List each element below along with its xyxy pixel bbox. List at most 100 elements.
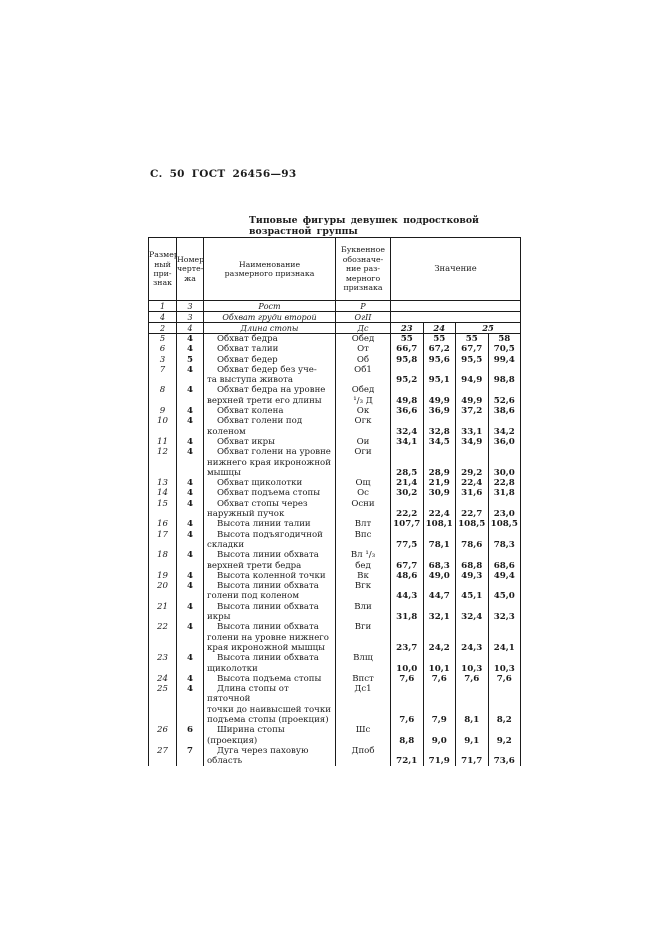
cell-size-23: 23	[390, 322, 424, 334]
table-row: 18 4 Высота линии обхвата верхней трети …	[148, 550, 522, 571]
table-row-chest: 4 3 Обхват груди второй ОгII	[148, 311, 522, 323]
cell-designation: ОгII	[335, 311, 391, 323]
cell-feature-number: 9	[148, 406, 177, 417]
cell-empty-values	[389, 300, 522, 312]
cell-feature-name: Высота подъягодичной складки	[203, 529, 336, 551]
cell-feature-name: Ширина стопы (проекция)	[203, 725, 336, 746]
cell-value-size-25b: 99,4	[487, 354, 522, 365]
cell-value-size-23: 107,7	[390, 519, 424, 530]
cell-value-size-24: 67,2	[422, 344, 456, 355]
cell-value-size-24: 10,1	[422, 653, 456, 674]
cell-designation: Вл ¹/₃ бед	[335, 550, 391, 571]
cell-designation: Шс	[335, 725, 391, 746]
cell-feature-name: Обхват щиколотки	[203, 478, 336, 489]
cell-value-size-25a: 78,6	[455, 529, 489, 551]
cell-feature-number: 7	[148, 364, 177, 386]
cell-feature-number: 21	[148, 601, 177, 623]
table-row: 14 4 Обхват подъема стопы Ос 30,2 30,9 3…	[148, 488, 522, 499]
cell-feature-number: 17	[148, 529, 177, 551]
cell-value-size-25a: 10,3	[455, 653, 489, 674]
table-row: 7 4 Обхват бедер без уче- та выступа жив…	[148, 364, 522, 386]
cell-designation: Обед	[335, 333, 391, 345]
cell-sheet-number: 4	[176, 436, 204, 448]
cell-feature-number: 4	[148, 311, 177, 323]
table-row: 6 4 Обхват талии От 66,7 67,2 67,7 70,5	[148, 344, 522, 355]
cell-feature-number: 13	[148, 478, 177, 489]
cell-sheet-number: 4	[176, 498, 204, 520]
cell-value-size-25b: 7,6	[487, 673, 522, 685]
header-feature-name: Наименование размерного признака	[203, 237, 336, 301]
cell-value-size-24: 55	[422, 333, 456, 345]
cell-value-size-23: 48,6	[390, 570, 424, 582]
cell-value-size-25a: 37,2	[455, 406, 489, 417]
cell-value-size-25a: 108,5	[455, 519, 489, 530]
cell-value-size-23: 36,6	[390, 406, 424, 417]
cell-feature-name: Обхват бедра на уровне верхней трети его…	[203, 385, 336, 407]
cell-feature-name: Обхват стопы через наружный пучок	[203, 498, 336, 520]
cell-designation: Вли	[335, 601, 391, 623]
cell-designation: Влт	[335, 519, 391, 530]
cell-feature-name: Рост	[203, 300, 336, 312]
cell-value-size-25b: 78,3	[487, 529, 522, 551]
cell-sheet-number: 3	[176, 300, 204, 312]
cell-feature-name: Высота линии обхвата голени под коленом	[203, 581, 336, 602]
cell-value-size-24: 49,0	[422, 570, 456, 582]
cell-value-size-24: 44,7	[422, 581, 456, 602]
cell-value-size-23: 95,2	[390, 364, 424, 386]
cell-value-size-24: 71,9	[422, 745, 456, 767]
cell-feature-number: 11	[148, 436, 177, 448]
cell-value-size-25a: 94,9	[455, 364, 489, 386]
cell-value-size-25b: 22,8	[487, 478, 522, 489]
cell-value-size-25a: 68,8	[455, 550, 489, 571]
cell-value-size-23: 7,6	[390, 684, 424, 726]
cell-value-size-25b: 73,6	[487, 745, 522, 767]
cell-value-size-23: 34,1	[390, 436, 424, 448]
cell-sheet-number: 4	[176, 570, 204, 582]
table-row: 15 4 Обхват стопы через наружный пучок О…	[148, 498, 522, 520]
cell-feature-number: 3	[148, 354, 177, 365]
cell-value-size-23: 95,8	[390, 354, 424, 365]
cell-value-size-25b: 34,2	[487, 416, 522, 437]
table-row: 23 4 Высота линии обхвата щиколотки Влщ …	[148, 653, 522, 674]
cell-value-size-24: 7,9	[422, 684, 456, 726]
cell-sheet-number: 4	[176, 364, 204, 386]
cell-value-size-23: 49,8	[390, 385, 424, 407]
cell-value-size-25a: 9,1	[455, 725, 489, 746]
cell-value-size-23: 30,2	[390, 488, 424, 499]
cell-value-size-25b: 108,5	[487, 519, 522, 530]
cell-feature-number: 15	[148, 498, 177, 520]
table-row: 10 4 Обхват голени под коленом Огк 32,4 …	[148, 416, 522, 437]
cell-feature-number: 20	[148, 581, 177, 602]
cell-value-size-23: 66,7	[390, 344, 424, 355]
cell-feature-number: 12	[148, 447, 177, 479]
cell-value-size-23: 21,4	[390, 478, 424, 489]
cell-designation: Ос	[335, 488, 391, 499]
cell-designation: Осни	[335, 498, 391, 520]
cell-designation: Дс1	[335, 684, 391, 726]
cell-sheet-number: 4	[176, 653, 204, 674]
cell-feature-name: Высота линии обхвата верхней трети бедра	[203, 550, 336, 571]
table-row: 5 4 Обхват бедра Обед 55 55 55 58	[148, 333, 522, 345]
cell-feature-name: Высота линии обхвата щиколотки	[203, 653, 336, 674]
cell-value-size-25b: 45,0	[487, 581, 522, 602]
cell-sheet-number: 4	[176, 333, 204, 345]
cell-sheet-number: 5	[176, 354, 204, 365]
cell-size-25: 25	[454, 322, 522, 334]
cell-sheet-number: 4	[176, 406, 204, 417]
intro-rows: 1 3 Рост Р 4 3 Обхват груди второй ОгII …	[148, 300, 522, 334]
cell-feature-number: 18	[148, 550, 177, 571]
cell-value-size-25a: 34,9	[455, 436, 489, 448]
cell-feature-name: Дуга через паховую область	[203, 745, 336, 767]
table-row-rost: 1 3 Рост Р	[148, 300, 522, 312]
cell-value-size-25b: 52,6	[487, 385, 522, 407]
cell-value-size-25a: 32,4	[455, 601, 489, 623]
cell-sheet-number: 4	[176, 601, 204, 623]
cell-feature-number: 23	[148, 653, 177, 674]
cell-sheet-number: 4	[176, 488, 204, 499]
table-body: 5 4 Обхват бедра Обед 55 55 55 58 6 4 Об…	[148, 333, 522, 767]
cell-value-size-24: 49,9	[422, 385, 456, 407]
table-row-foot-length: 2 4 Длина стопы Дс 23 24 25	[148, 322, 522, 334]
cell-designation: Впст	[335, 673, 391, 685]
cell-feature-name: Обхват бедер без уче- та выступа живота	[203, 364, 336, 386]
cell-value-size-25a: 29,2	[455, 447, 489, 479]
